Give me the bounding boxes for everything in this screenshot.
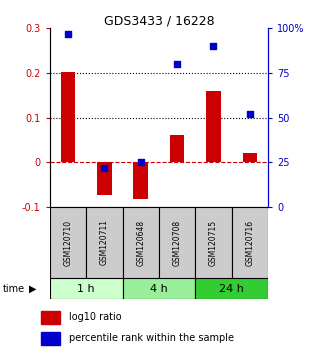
- Text: GSM120710: GSM120710: [64, 219, 73, 266]
- Text: 4 h: 4 h: [150, 284, 168, 293]
- Text: log10 ratio: log10 ratio: [69, 312, 121, 322]
- Point: [211, 44, 216, 49]
- Point: [247, 111, 252, 117]
- Bar: [97, 162, 112, 195]
- Bar: [170, 135, 184, 162]
- Bar: [50, 207, 86, 278]
- Text: time: time: [3, 284, 25, 294]
- Bar: [123, 207, 159, 278]
- Text: 1 h: 1 h: [77, 284, 95, 293]
- Text: GSM120711: GSM120711: [100, 219, 109, 266]
- Text: GSM120716: GSM120716: [245, 219, 254, 266]
- Title: GDS3433 / 16228: GDS3433 / 16228: [104, 14, 214, 27]
- Point: [175, 61, 180, 67]
- Text: GSM120708: GSM120708: [173, 219, 182, 266]
- Bar: [232, 207, 268, 278]
- Point: [102, 165, 107, 171]
- Bar: [86, 207, 123, 278]
- Bar: [40, 332, 60, 345]
- Bar: [195, 207, 232, 278]
- Bar: [206, 91, 221, 162]
- Text: percentile rank within the sample: percentile rank within the sample: [69, 333, 234, 343]
- Bar: [134, 162, 148, 199]
- Bar: [195, 278, 268, 299]
- Bar: [123, 278, 195, 299]
- Text: ▶: ▶: [29, 284, 36, 294]
- Text: 24 h: 24 h: [219, 284, 244, 293]
- Bar: [61, 72, 75, 162]
- Point: [138, 160, 143, 165]
- Point: [65, 31, 71, 36]
- Bar: [50, 278, 123, 299]
- Text: GSM120648: GSM120648: [136, 219, 145, 266]
- Text: GSM120715: GSM120715: [209, 219, 218, 266]
- Bar: [159, 207, 195, 278]
- Bar: [243, 154, 257, 162]
- Bar: [40, 311, 60, 324]
